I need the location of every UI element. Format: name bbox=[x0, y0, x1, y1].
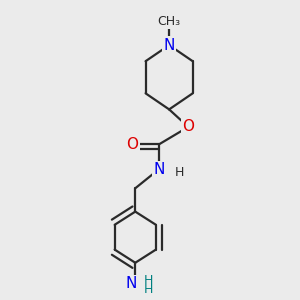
Text: N: N bbox=[153, 162, 164, 177]
Text: CH₃: CH₃ bbox=[158, 15, 181, 28]
Text: O: O bbox=[126, 137, 138, 152]
Text: H: H bbox=[144, 283, 153, 296]
Text: O: O bbox=[182, 119, 194, 134]
Text: H: H bbox=[175, 166, 184, 179]
Text: H: H bbox=[144, 274, 153, 287]
Text: N: N bbox=[125, 276, 136, 291]
Text: N: N bbox=[164, 38, 175, 52]
